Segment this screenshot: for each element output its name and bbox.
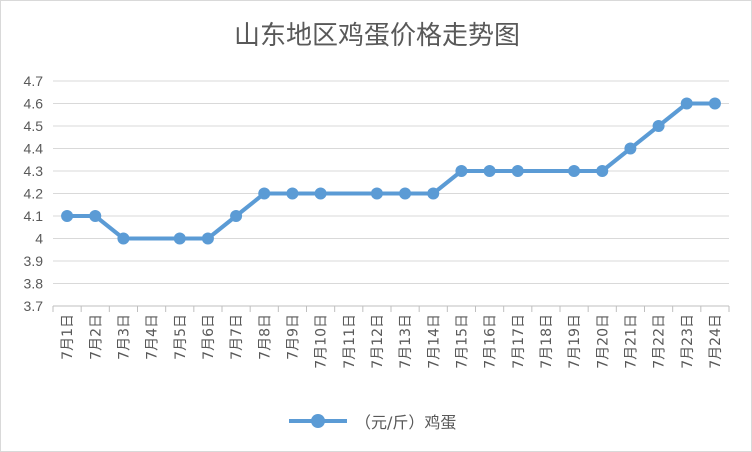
x-tick-label: 7月23日 <box>680 314 696 369</box>
x-tick-label: 7月21日 <box>623 314 639 369</box>
data-point <box>399 187 412 200</box>
y-tick-label: 3.8 <box>24 276 44 292</box>
y-tick-label: 4.2 <box>24 186 44 202</box>
data-point <box>258 187 271 200</box>
data-point <box>370 187 383 200</box>
legend-swatch <box>289 414 347 428</box>
data-point <box>201 232 214 245</box>
y-tick-label: 4.4 <box>24 141 44 157</box>
data-point <box>652 120 665 132</box>
data-point <box>568 165 581 177</box>
data-point <box>624 142 637 155</box>
x-tick-label: 7月15日 <box>454 314 470 369</box>
x-tick-label: 7月16日 <box>483 314 499 369</box>
x-tick-label: 7月18日 <box>539 314 555 369</box>
x-tick-label: 7月12日 <box>370 314 386 369</box>
x-tick-label: 7月24日 <box>708 314 724 369</box>
y-tick-label: 4.1 <box>24 208 44 224</box>
data-point <box>230 210 243 222</box>
y-tick-label: 4.5 <box>24 118 44 134</box>
x-tick-label: 7月3日 <box>116 314 132 360</box>
data-point <box>511 165 524 177</box>
data-point <box>708 97 721 110</box>
data-point <box>61 210 74 222</box>
y-tick-label: 3.7 <box>24 298 44 314</box>
y-tick-label: 4.6 <box>24 96 44 112</box>
data-point <box>89 210 102 222</box>
x-tick-label: 7月7日 <box>229 314 245 360</box>
x-tick-label: 7月11日 <box>342 314 358 369</box>
y-tick-label: 4.7 <box>24 73 44 89</box>
data-point <box>286 187 299 200</box>
x-tick-label: 7月19日 <box>567 314 583 369</box>
data-point <box>427 187 440 200</box>
data-point <box>455 165 468 177</box>
y-axis: 3.7 3.8 3.9 4 4.1 4.2 4.3 4.4 4.5 4.6 4.7 <box>24 73 44 314</box>
x-tick-label: 7月10日 <box>314 314 330 369</box>
data-point <box>680 97 693 110</box>
x-tick-label: 7月13日 <box>398 314 414 369</box>
x-tick-label: 7月8日 <box>257 314 273 360</box>
y-tick-label: 4 <box>35 231 43 247</box>
data-point <box>314 187 327 200</box>
x-tick-label: 7月6日 <box>201 314 217 360</box>
legend-label: （元/斤）鸡蛋 <box>355 413 457 432</box>
chart-title: 山东地区鸡蛋价格走势图 <box>233 21 520 51</box>
x-tick-label: 7月14日 <box>426 314 442 369</box>
data-point <box>117 232 130 245</box>
data-point <box>596 165 609 177</box>
x-tick-label: 7月17日 <box>511 314 527 369</box>
x-tick-label: 7月9日 <box>285 314 301 360</box>
x-tick-label: 7月5日 <box>173 314 189 360</box>
x-tick-label: 7月1日 <box>60 314 76 360</box>
x-tick-label: 7月22日 <box>652 314 668 369</box>
x-tick-label: 7月20日 <box>595 314 611 369</box>
y-tick-label: 3.9 <box>24 253 44 269</box>
data-point <box>483 165 496 177</box>
y-tick-label: 4.3 <box>24 163 44 179</box>
x-axis: 7月1日 7月2日 7月3日 7月4日 7月5日 7月6日 7月7日 7月8日 7月9日 7月10… <box>52 306 730 369</box>
x-tick-label: 7月4日 <box>145 314 161 360</box>
series-eggs <box>61 97 721 245</box>
data-point <box>173 232 186 245</box>
legend: （元/斤）鸡蛋 <box>289 409 456 433</box>
gridlines <box>53 80 729 307</box>
x-tick-label: 7月2日 <box>88 314 104 360</box>
